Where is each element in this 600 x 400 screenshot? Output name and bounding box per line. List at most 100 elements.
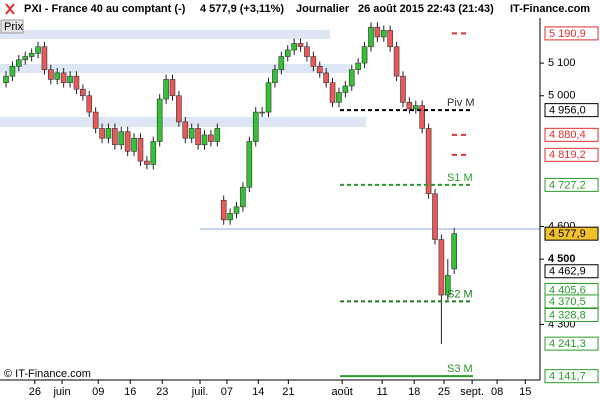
level-label: Piv M (447, 97, 475, 109)
candle-body (9, 66, 16, 77)
candle-body (252, 111, 259, 142)
candle-body (259, 111, 265, 114)
candle-body (22, 56, 29, 61)
y-tick-label: 4 500 (548, 253, 576, 265)
candle-body (73, 75, 80, 90)
x-tick-label: 18 (408, 386, 420, 398)
candle-body (176, 95, 182, 123)
close-icon[interactable] (5, 3, 15, 15)
price-label: 4 141,7 (549, 371, 586, 383)
price-label: 4 956,0 (549, 105, 586, 117)
x-tick-label: juil. (191, 386, 209, 398)
candle-body (291, 43, 297, 51)
x-tick-label: 08 (491, 386, 503, 398)
candle-body (28, 52, 35, 57)
chart-title: PXI - France 40 au comptant (-) (24, 3, 186, 15)
candle-body (265, 82, 272, 113)
candle-body (240, 186, 246, 208)
copyright: © IT-Finance.com (4, 368, 91, 380)
level-label: S2 M (447, 288, 473, 300)
candle-body (387, 30, 393, 48)
y-tick-label: 5 100 (548, 57, 576, 69)
last-price: 4 577,9 (+3,11%) (200, 3, 284, 15)
price-label-box (544, 127, 599, 142)
candle-body (304, 46, 310, 57)
candle-body (150, 141, 157, 165)
price-label: 4 819,2 (549, 149, 586, 161)
candle-body (16, 59, 22, 67)
candle-body (297, 43, 304, 48)
candle-body (316, 66, 323, 74)
candle-body (284, 49, 291, 57)
price-label: 5 190,9 (549, 28, 586, 40)
candle-body (445, 275, 451, 296)
price-label-box (544, 369, 599, 384)
candle-body (48, 69, 54, 80)
timestamp: 26 août 2015 22:43 (21:43) (358, 3, 494, 15)
candle-body (124, 131, 131, 152)
x-tick-label: juin (52, 386, 70, 398)
candle-body (348, 69, 355, 87)
price-label: 4 727,2 (549, 179, 586, 191)
candle-body (214, 128, 221, 142)
candle-body (188, 128, 195, 139)
x-tick-label: 25 (438, 386, 450, 398)
x-tick-label: 26 (29, 386, 41, 398)
y-tick-label: 5 000 (548, 90, 576, 102)
price-label-box (544, 177, 599, 192)
price-label: 4 405,6 (549, 284, 586, 296)
price-label: 4 577,9 (549, 228, 586, 240)
candle-body (368, 26, 374, 48)
candle-body (438, 239, 445, 296)
x-tick-label: sept. (460, 386, 484, 398)
price-label-box (544, 308, 599, 323)
candle-body (355, 62, 361, 70)
price-label: 4 370,5 (549, 296, 586, 308)
level-label: S3 M (447, 363, 473, 375)
header-bar (0, 0, 600, 18)
candle-body (451, 233, 458, 270)
candle-body (92, 111, 99, 129)
candle-body (233, 206, 240, 214)
x-tick-label: 15 (519, 386, 531, 398)
candle-body (406, 101, 413, 110)
candle-body (195, 128, 201, 146)
x-tick-label: 14 (252, 386, 264, 398)
period: Journalier (296, 3, 350, 15)
panel-label: Prix (4, 21, 23, 33)
price-label-box (544, 26, 599, 41)
candle-body (361, 46, 368, 64)
price-label-box (544, 294, 599, 309)
candle-body (278, 56, 285, 70)
zone (0, 30, 330, 39)
candle-body (112, 128, 118, 146)
candle-body (400, 75, 406, 103)
candle-body (246, 141, 253, 188)
candle-body (374, 26, 381, 38)
zone (0, 64, 350, 73)
candle-body (169, 79, 176, 97)
candle-body (41, 46, 48, 70)
candle-body (67, 75, 73, 83)
price-label-box (544, 103, 599, 118)
x-tick-label: 23 (156, 386, 168, 398)
candle-body (118, 131, 125, 146)
candle-body (425, 128, 432, 195)
candle-body (99, 128, 105, 139)
candle-body (380, 30, 387, 38)
candle-body (144, 160, 150, 165)
candle-body (208, 134, 214, 142)
candle-body (201, 134, 208, 146)
candle-body (156, 98, 163, 142)
x-tick-label: 11 (376, 386, 387, 398)
source: IT-Finance.com (510, 3, 590, 15)
price-label: 4 880,4 (549, 129, 586, 141)
candle-body (182, 121, 189, 139)
panel-label-box (0, 19, 24, 34)
price-label-box (544, 336, 599, 351)
candle-body (60, 72, 67, 83)
x-tick-label: 09 (92, 386, 104, 398)
candle-body (137, 137, 144, 162)
candle-body (220, 200, 227, 221)
